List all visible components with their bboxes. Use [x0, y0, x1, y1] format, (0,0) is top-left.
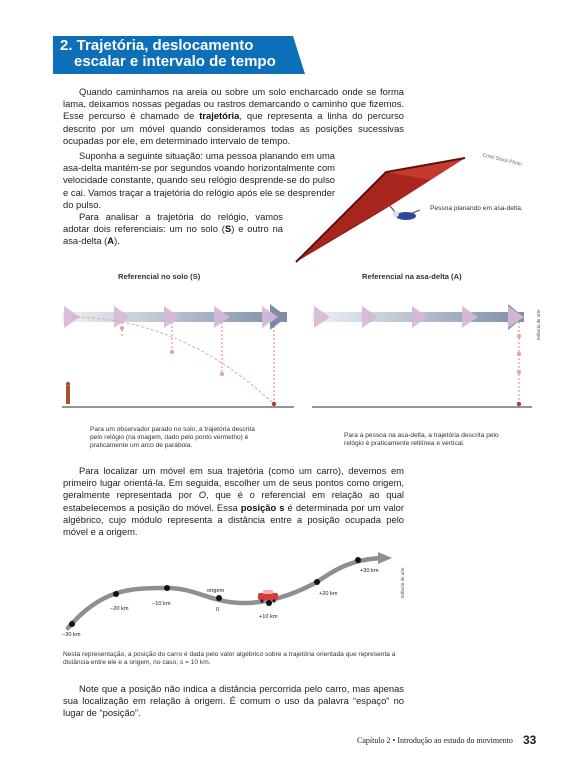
- figure2-caption: Nesta representação, a posição do carro …: [63, 651, 396, 666]
- section-banner: [53, 36, 305, 74]
- position-marker-minus30: [69, 621, 75, 627]
- glider-ghost-2: [114, 306, 130, 328]
- watch-position-2: [170, 350, 174, 354]
- p3-text-b: ) e outro na asa-delta (: [63, 223, 283, 247]
- hang-glider-photo: [295, 157, 466, 263]
- ground-observer: [66, 386, 70, 404]
- paragraph-position-definition: Para localizar um móvel em sua trajetóri…: [63, 465, 404, 538]
- photo-caption: Pessoa planando em asa-delta.: [430, 205, 523, 212]
- figure1-glider-frame-diagram: [312, 304, 532, 408]
- glider-ghost-4: [214, 306, 230, 328]
- paragraph-position-note: Note que a posição não indica a distânci…: [63, 683, 404, 719]
- page-number: 33: [523, 733, 537, 747]
- figure1-title-glider: Referencial na asa-delta (A): [362, 272, 462, 281]
- label-plus30: +30 km: [360, 568, 379, 574]
- label-origin: origem: [207, 588, 224, 594]
- figure2-oriented-trajectory: −30 km −20 km −10 km origem 0 +10 km +20…: [62, 552, 392, 638]
- watch-position-ground: [271, 401, 277, 407]
- figure1-caption-glider: Para a pessoa na asa-delta, a trajetória…: [344, 432, 499, 447]
- paragraph-hang-glider-situation: Suponha a seguinte situação: uma pessoa …: [63, 150, 335, 210]
- figure1-title-ground: Referencial no solo (S): [118, 272, 201, 281]
- watch-position-3: [220, 372, 224, 376]
- figure1-ground-frame-diagram: [62, 304, 294, 408]
- p3-text-c: ).: [114, 235, 120, 247]
- p4-text-a: Para localizar um móvel em sua trajetóri…: [63, 465, 404, 501]
- section-title-line2: escalar e intervalo de tempo: [74, 53, 276, 70]
- label-minus20: −20 km: [110, 606, 129, 612]
- label-plus20: +20 km: [319, 591, 338, 597]
- paragraph-referentials: Para analisar a trajetória do relógio, v…: [63, 211, 283, 248]
- position-marker-minus20: [113, 591, 119, 597]
- p1-text-a: Quando caminhamos na areia ou sobre um s…: [63, 86, 404, 122]
- figure1-credit: Editoria de arte: [536, 309, 541, 340]
- position-marker-origin: [216, 595, 222, 601]
- photo-credit: Corel Stock Photo: [481, 152, 523, 168]
- car-icon: [258, 590, 278, 603]
- section-title-line1: 2. Trajetória, deslocamento: [60, 37, 254, 54]
- position-marker-plus30: [355, 557, 361, 563]
- p3-text-a: Para analisar a trajetória do relógio, v…: [63, 211, 283, 235]
- glider-ghost-3: [164, 306, 180, 328]
- label-minus10: −10 km: [152, 601, 171, 607]
- watch-position-1: [120, 326, 124, 330]
- label-zero: 0: [216, 607, 219, 613]
- p3-label-a: A: [107, 235, 115, 247]
- p4-text-b: , que é o referencial em relação ao qual…: [63, 489, 404, 513]
- p1-term-trajetoria: trajetória: [199, 110, 240, 122]
- glider-ghost-5: [262, 306, 278, 328]
- p4-text-c: é determinada por um valor algébrico, cu…: [63, 501, 404, 538]
- position-marker-plus10: [266, 600, 272, 606]
- p1-text-b: , que representa a linha do percurso des…: [63, 110, 404, 146]
- figure1-caption-ground: Para um observador parado no solo, a tra…: [90, 426, 255, 449]
- p4-origin-o: O: [198, 489, 207, 501]
- p4-term-posicao: posição s: [240, 501, 285, 513]
- p3-label-s: S: [224, 223, 232, 235]
- position-marker-plus20: [314, 579, 320, 585]
- paragraph-trajectory-definition: Quando caminhamos na areia ou sobre um s…: [63, 86, 404, 147]
- footer-chapter: Capítulo 2 • Introdução ao estudo do mov…: [357, 736, 513, 745]
- figure2-credit: Editoria de arte: [400, 567, 405, 598]
- label-minus30: −30 km: [62, 632, 81, 638]
- position-marker-minus10: [164, 585, 170, 591]
- label-plus10: +10 km: [259, 614, 278, 620]
- section-title: 2. Trajetória, deslocamento escalar e in…: [60, 38, 310, 70]
